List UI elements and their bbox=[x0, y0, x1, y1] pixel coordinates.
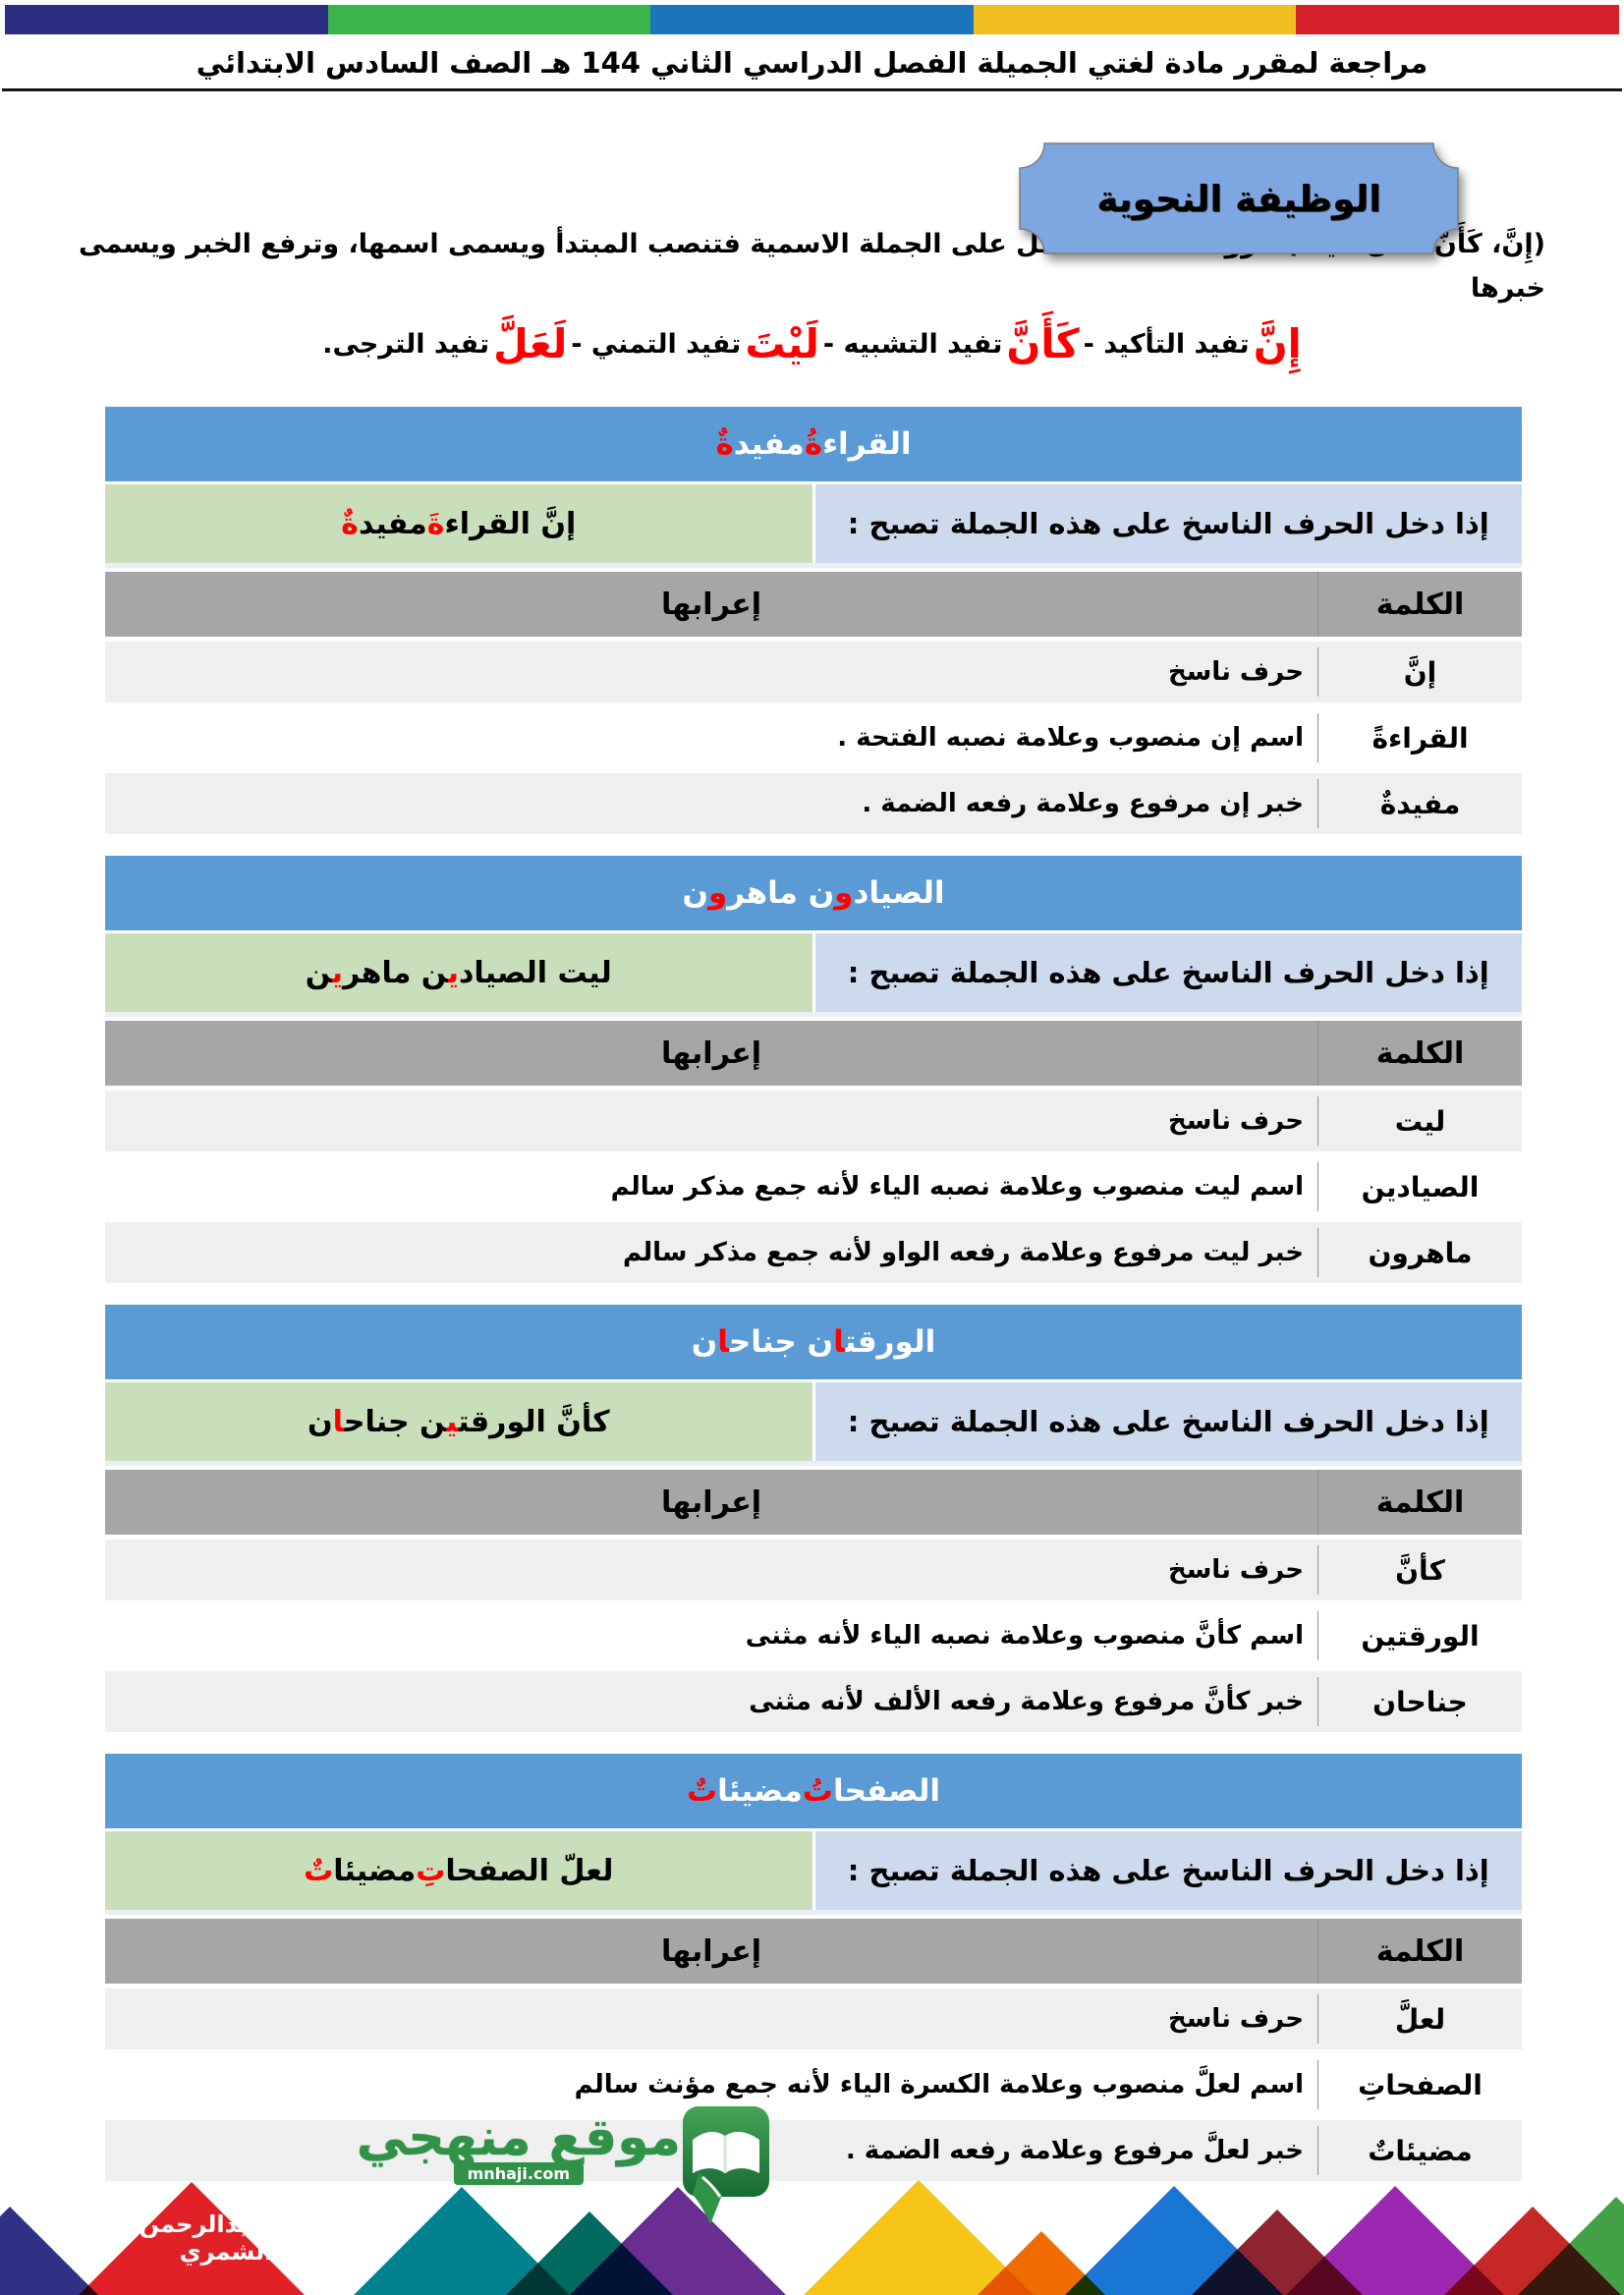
word-cell: ماهرون bbox=[1317, 1228, 1522, 1278]
table-row: القراءةً اسم إن منصوب وعلامة نصبه الفتحة… bbox=[105, 707, 1522, 769]
word-column-header: الكلمة bbox=[1317, 1919, 1522, 1985]
table-row: مفيدةٌ خبر إن مرفوع وعلامة رفعه الضمة . bbox=[105, 773, 1522, 835]
parse-cell: خبر إن مرفوع وعلامة رفعه الضمة . bbox=[862, 789, 1304, 819]
table-header-row: الكلمة إعرابها bbox=[105, 1021, 1522, 1087]
word-cell: ليت bbox=[1317, 1096, 1522, 1147]
parse-column-header: إعرابها bbox=[660, 1933, 762, 1969]
parse-table: الكلمة إعرابها كأنَّ حرف ناسخ الورقتين ا… bbox=[105, 1470, 1522, 1733]
parse-cell: اسم إن منصوب وعلامة نصبه الفتحة . bbox=[837, 723, 1304, 754]
word-column-header: الكلمة bbox=[1317, 572, 1522, 638]
table-row: ليت حرف ناسخ bbox=[105, 1091, 1522, 1152]
page-title: الوظيفة النحوية bbox=[1096, 177, 1381, 220]
section-title: الورقت‍‍ا ن جناح‍‍ا ن bbox=[105, 1305, 1522, 1380]
table-row: إنَّ حرف ناسخ bbox=[105, 642, 1522, 703]
question-cell: إذا دخل الحرف الناسخ على هذه الجملة تصبح… bbox=[814, 1831, 1522, 1911]
answer-cell: ليت الصياد ي‍‍ن ماهر ي‍‍ن bbox=[105, 933, 812, 1013]
question-cell: إذا دخل الحرف الناسخ على هذه الجملة تصبح… bbox=[814, 484, 1522, 564]
parse-table: الكلمة إعرابها إنَّ حرف ناسخ القراءةً اس… bbox=[105, 572, 1522, 835]
parse-cell: اسم لعلَّ منصوب وعلامة الكسرة الياء لأنه… bbox=[574, 2070, 1304, 2100]
table-header-row: الكلمة إعرابها bbox=[105, 1919, 1522, 1985]
title-plaque: الوظيفة النحوية bbox=[1017, 140, 1461, 256]
question-answer-row: إذا دخل الحرف الناسخ على هذه الجملة تصبح… bbox=[105, 933, 1522, 1018]
question-answer-row: إذا دخل الحرف الناسخ على هذه الجملة تصبح… bbox=[105, 484, 1522, 569]
parse-cell: خبر كأنَّ مرفوع وعلامة رفعه الألف لأنه م… bbox=[749, 1687, 1304, 1717]
section-qiraah: القراء ةُ مفيد ةٌ إذا دخل الحرف الناسخ على… bbox=[105, 407, 1522, 835]
parse-column-header: إعرابها bbox=[660, 1484, 762, 1520]
section-title: القراء ةُ مفيد ةٌ bbox=[105, 407, 1522, 482]
watermark-domain: mnhaji.com bbox=[453, 2162, 585, 2186]
word-cell: لعلَّ bbox=[1317, 1994, 1522, 2044]
color-bar-segment bbox=[5, 5, 328, 34]
section-title: الصفحا تُ مضيئا تٌ bbox=[105, 1754, 1522, 1829]
table-row: لعلَّ حرف ناسخ bbox=[105, 1988, 1522, 2050]
parse-cell: حرف ناسخ bbox=[1168, 657, 1304, 688]
question-cell: إذا دخل الحرف الناسخ على هذه الجملة تصبح… bbox=[814, 933, 1522, 1013]
word-cell: كأنَّ bbox=[1317, 1545, 1522, 1595]
footer-triangle-art bbox=[0, 2180, 1624, 2295]
section-title: الصياد و ن ماهر و ن bbox=[105, 856, 1522, 931]
parse-cell: اسم كأنَّ منصوب وعلامة نصبه الياء لأنه م… bbox=[745, 1621, 1304, 1651]
table-header-row: الكلمة إعرابها bbox=[105, 1470, 1522, 1536]
parse-cell: اسم ليت منصوب وعلامة نصبه الياء لأنه جمع… bbox=[610, 1172, 1304, 1203]
parse-column-header: إعرابها bbox=[660, 1036, 762, 1071]
answer-cell: كأنَّ الورقت‍‍ي‍‍ن جناح‍‍ا ن bbox=[105, 1382, 812, 1462]
book-icon bbox=[683, 2106, 769, 2224]
table-row: الورقتين اسم كأنَّ منصوب وعلامة نصبه الي… bbox=[105, 1605, 1522, 1667]
plaque-shape bbox=[1019, 142, 1459, 254]
word-cell: الصيادين bbox=[1317, 1162, 1522, 1212]
table-row: كأنَّ حرف ناسخ bbox=[105, 1539, 1522, 1601]
word-cell: جناحان bbox=[1317, 1677, 1522, 1727]
color-bar-segment bbox=[1296, 5, 1619, 34]
word-cell: القراءةً bbox=[1317, 713, 1522, 763]
answer-cell: إنَّ القراء ةَ مفيد ةٌ bbox=[105, 484, 812, 564]
table-header-row: الكلمة إعرابها bbox=[105, 572, 1522, 638]
word-column-header: الكلمة bbox=[1317, 1470, 1522, 1536]
word-cell: الصفحاتِ bbox=[1317, 2060, 1522, 2110]
parse-table: الكلمة إعرابها لعلَّ حرف ناسخ الصفحاتِ ا… bbox=[105, 1919, 1522, 2182]
word-cell: الورقتين bbox=[1317, 1611, 1522, 1661]
watermark-title: موقع منهجي bbox=[356, 2108, 681, 2167]
word-cell: إنَّ bbox=[1317, 647, 1522, 698]
answer-cell: لعلّ الصفحا تِ مضيئا تٌ bbox=[105, 1831, 812, 1911]
doc-header-title: مراجعة لمقرر مادة لغتي الجميلة الفصل الد… bbox=[2, 37, 1622, 91]
word-cell: مضيئاتٌ bbox=[1317, 2126, 1522, 2176]
parse-cell: حرف ناسخ bbox=[1168, 2004, 1304, 2035]
word-column-header: الكلمة bbox=[1317, 1021, 1522, 1087]
table-row: ماهرون خبر ليت مرفوع وعلامة رفعه الواو ل… bbox=[105, 1222, 1522, 1284]
intro-particles-meanings: إِنَّ تفيد التأكيد - كَأَنَّ تفيد التشبي… bbox=[322, 320, 1302, 368]
watermark-text: موقع منهجي mnhaji.com bbox=[356, 2108, 681, 2262]
table-row: الصفحاتِ اسم لعلَّ منصوب وعلامة الكسرة ا… bbox=[105, 2054, 1522, 2116]
color-bar-segment bbox=[327, 5, 651, 34]
author-credit: إعداد / أ .عبدالرحمن عواد الشمري bbox=[80, 2211, 372, 2266]
section-waraqatan: الورقت‍‍ا ن جناح‍‍ا ن إذا دخل الحرف الناسخ… bbox=[105, 1305, 1522, 1733]
table-row: جناحان خبر كأنَّ مرفوع وعلامة رفعه الألف… bbox=[105, 1671, 1522, 1733]
section-safahat: الصفحا تُ مضيئا تٌ إذا دخل الحرف الناسخ عل… bbox=[105, 1754, 1522, 2182]
top-color-bar bbox=[5, 5, 1619, 34]
color-bar-segment bbox=[650, 5, 974, 34]
parse-column-header: إعرابها bbox=[660, 587, 762, 622]
question-answer-row: إذا دخل الحرف الناسخ على هذه الجملة تصبح… bbox=[105, 1382, 1522, 1467]
parse-cell: حرف ناسخ bbox=[1168, 1555, 1304, 1586]
parse-cell: خبر لعلَّ مرفوع وعلامة رفعه الضمة . bbox=[845, 2136, 1304, 2166]
section-sayyadoon: الصياد و ن ماهر و ن إذا دخل الحرف الناسخ على… bbox=[105, 856, 1522, 1284]
parse-cell: حرف ناسخ bbox=[1168, 1106, 1304, 1137]
question-answer-row: إذا دخل الحرف الناسخ على هذه الجملة تصبح… bbox=[105, 1831, 1522, 1916]
watermark-logo: موقع منهجي mnhaji.com bbox=[349, 2104, 771, 2262]
color-bar-segment bbox=[973, 5, 1297, 34]
word-cell: مفيدةٌ bbox=[1317, 779, 1522, 829]
question-cell: إذا دخل الحرف الناسخ على هذه الجملة تصبح… bbox=[814, 1382, 1522, 1462]
table-row: مضيئاتٌ خبر لعلَّ مرفوع وعلامة رفعه الضم… bbox=[105, 2120, 1522, 2182]
parse-table: الكلمة إعرابها ليت حرف ناسخ الصيادين اسم… bbox=[105, 1021, 1522, 1284]
table-row: الصيادين اسم ليت منصوب وعلامة نصبه الياء… bbox=[105, 1156, 1522, 1218]
parse-cell: خبر ليت مرفوع وعلامة رفعه الواو لأنه جمع… bbox=[623, 1238, 1304, 1268]
sections-container: القراء ةُ مفيد ةٌ إذا دخل الحرف الناسخ على… bbox=[105, 407, 1522, 2182]
